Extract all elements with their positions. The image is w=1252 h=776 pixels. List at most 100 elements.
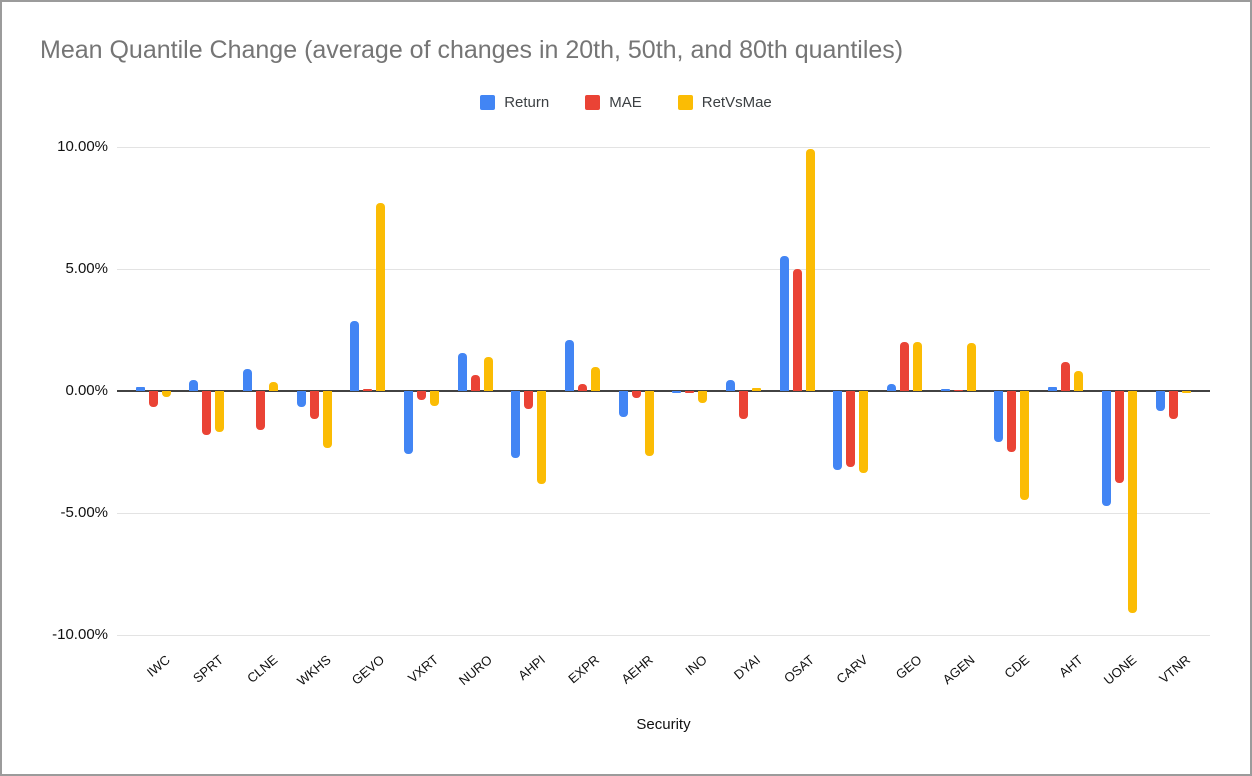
legend-item-return[interactable]: Return	[480, 94, 549, 111]
bar-retvsmae-agen[interactable]	[966, 343, 976, 391]
bar-mae-nuro[interactable]	[470, 375, 480, 391]
legend-label: Return	[504, 94, 550, 111]
y-tick-label: 10.00%	[57, 138, 108, 155]
bar-mae-uone[interactable]	[1114, 391, 1124, 483]
return-swatch-icon	[480, 95, 496, 110]
y-tick-label: 5.00%	[65, 260, 108, 277]
bar-return-vtnr[interactable]	[1155, 391, 1165, 411]
gridline	[117, 635, 1210, 636]
bar-return-geo[interactable]	[887, 383, 897, 391]
bar-retvsmae-wkhs[interactable]	[322, 391, 332, 449]
bar-retvsmae-sprt[interactable]	[215, 391, 225, 433]
x-tick-label-carv: CARV	[833, 652, 871, 687]
bar-return-cde[interactable]	[994, 391, 1004, 443]
x-tick-label-gevo: GEVO	[348, 652, 388, 688]
bar-return-ino[interactable]	[672, 391, 682, 393]
mae-swatch-icon	[585, 95, 601, 110]
y-tick-label: -10.00%	[52, 626, 108, 643]
bar-return-vxrt[interactable]	[403, 391, 413, 455]
gridline	[117, 513, 1210, 514]
bar-mae-aehr[interactable]	[631, 391, 641, 399]
bar-mae-osat[interactable]	[792, 269, 802, 391]
x-tick-label-aehr: AEHR	[618, 652, 656, 687]
bar-mae-dyai[interactable]	[739, 391, 749, 420]
x-tick-label-expr: EXPR	[565, 652, 603, 687]
bar-return-sprt[interactable]	[189, 380, 199, 391]
bar-retvsmae-vtnr[interactable]	[1181, 391, 1191, 394]
bar-return-agen[interactable]	[940, 388, 950, 391]
x-tick-label-osat: OSAT	[780, 652, 817, 686]
bar-retvsmae-vxrt[interactable]	[429, 391, 439, 406]
x-tick-label-cde: CDE	[1000, 652, 1032, 682]
bar-mae-vtnr[interactable]	[1168, 391, 1178, 420]
x-tick-label-iwc: IWC	[143, 652, 173, 680]
bar-mae-geo[interactable]	[900, 342, 910, 391]
bar-retvsmae-ino[interactable]	[698, 391, 708, 404]
x-axis-title: Security	[636, 716, 691, 733]
bar-retvsmae-gevo[interactable]	[376, 203, 386, 391]
bar-retvsmae-ahpi[interactable]	[537, 391, 547, 484]
bar-mae-sprt[interactable]	[202, 391, 212, 435]
bar-return-ahpi[interactable]	[511, 391, 521, 459]
bar-retvsmae-osat[interactable]	[805, 149, 815, 391]
bar-mae-iwc[interactable]	[148, 391, 158, 407]
x-tick-label-sprt: SPRT	[190, 652, 227, 686]
bar-retvsmae-aht[interactable]	[1074, 371, 1084, 391]
bar-retvsmae-aehr[interactable]	[644, 391, 654, 456]
gridline	[117, 269, 1210, 270]
bar-return-aehr[interactable]	[618, 391, 628, 417]
bar-retvsmae-expr[interactable]	[590, 366, 600, 391]
bar-mae-vxrt[interactable]	[416, 391, 426, 400]
bar-return-osat[interactable]	[779, 255, 789, 391]
x-tick-label-vxrt: VXRT	[405, 652, 442, 686]
bar-mae-wkhs[interactable]	[309, 391, 319, 420]
x-tick-label-uone: UONE	[1100, 652, 1139, 688]
bar-return-wkhs[interactable]	[296, 391, 306, 407]
x-tick-label-wkhs: WKHS	[294, 652, 334, 689]
x-axis-line	[117, 390, 1210, 392]
x-tick-label-ahpi: AHPI	[515, 652, 549, 683]
bar-mae-carv[interactable]	[846, 391, 856, 467]
x-tick-label-vtnr: VTNR	[1155, 652, 1193, 687]
bar-mae-aht[interactable]	[1061, 361, 1071, 391]
bar-retvsmae-cde[interactable]	[1020, 391, 1030, 500]
bar-mae-expr[interactable]	[577, 383, 587, 391]
gridline	[117, 147, 1210, 148]
bar-return-uone[interactable]	[1101, 391, 1111, 506]
legend-item-retvsmae[interactable]: RetVsMae	[677, 94, 772, 111]
bar-return-carv[interactable]	[833, 391, 843, 471]
legend-label: RetVsMae	[701, 94, 772, 111]
bar-return-dyai[interactable]	[726, 380, 736, 391]
bar-mae-clne[interactable]	[255, 391, 265, 431]
x-tick-label-agen: AGEN	[940, 652, 978, 688]
bar-return-aht[interactable]	[1048, 387, 1058, 391]
bar-mae-gevo[interactable]	[363, 388, 373, 391]
legend-label: MAE	[609, 94, 642, 111]
bar-mae-agen[interactable]	[953, 389, 963, 391]
bar-retvsmae-dyai[interactable]	[752, 388, 762, 391]
bar-mae-ino[interactable]	[685, 391, 695, 393]
bar-return-expr[interactable]	[564, 339, 574, 391]
bar-mae-ahpi[interactable]	[524, 391, 534, 410]
bar-retvsmae-iwc[interactable]	[161, 391, 171, 398]
retvsmae-swatch-icon	[677, 95, 693, 110]
chart-title: Mean Quantile Change (average of changes…	[40, 36, 904, 64]
y-tick-label: 0.00%	[65, 382, 108, 399]
x-tick-label-geo: GEO	[892, 652, 925, 683]
x-tick-label-ino: INO	[682, 652, 710, 679]
bar-retvsmae-uone[interactable]	[1127, 391, 1137, 614]
bar-mae-cde[interactable]	[1007, 391, 1017, 452]
bar-return-nuro[interactable]	[457, 353, 467, 391]
bar-retvsmae-geo[interactable]	[913, 342, 923, 391]
x-tick-label-clne: CLNE	[243, 652, 281, 686]
x-tick-label-dyai: DYAI	[731, 652, 764, 683]
chart-legend: Return MAE RetVsMae	[0, 94, 1252, 111]
x-tick-label-nuro: NURO	[455, 652, 495, 689]
bar-return-clne[interactable]	[242, 369, 252, 391]
bar-return-iwc[interactable]	[135, 387, 145, 391]
bar-retvsmae-nuro[interactable]	[483, 356, 493, 391]
bar-return-gevo[interactable]	[350, 321, 360, 391]
bar-retvsmae-carv[interactable]	[859, 391, 869, 473]
legend-item-mae[interactable]: MAE	[585, 94, 642, 111]
bar-retvsmae-clne[interactable]	[268, 382, 278, 391]
